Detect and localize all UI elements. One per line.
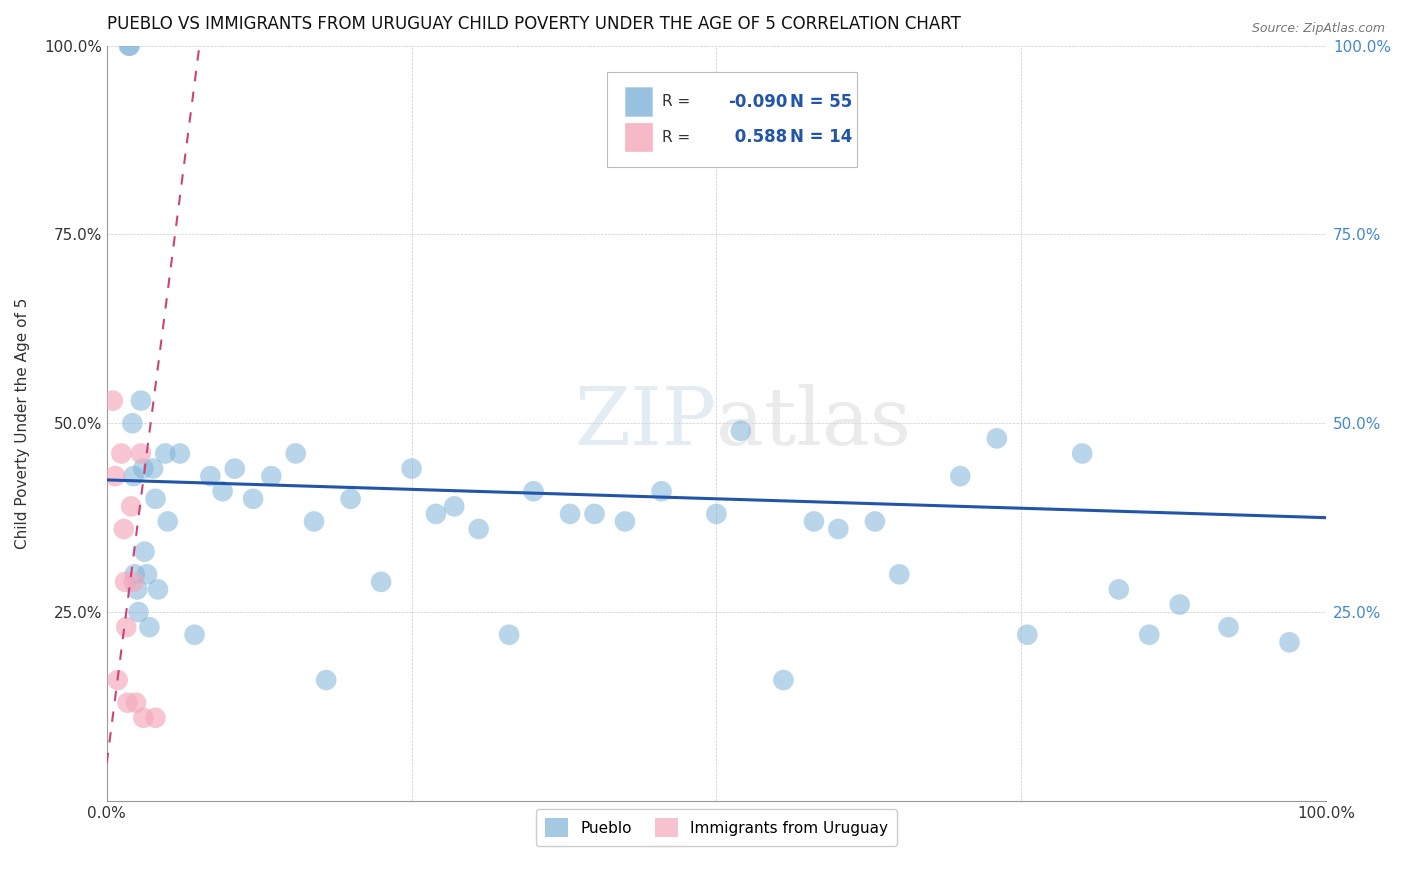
Point: [114, 574, 136, 589]
Point: [772, 673, 794, 687]
Point: [583, 507, 606, 521]
Point: [112, 522, 135, 536]
Point: [706, 507, 728, 521]
Point: [613, 515, 636, 529]
Point: [169, 446, 191, 460]
Point: [183, 628, 205, 642]
Point: [121, 417, 143, 431]
Point: [260, 469, 283, 483]
Point: [730, 424, 752, 438]
Text: R =: R =: [662, 94, 695, 109]
Point: [117, 696, 139, 710]
Point: [127, 605, 149, 619]
Point: [146, 582, 169, 597]
FancyBboxPatch shape: [624, 123, 652, 152]
Point: [558, 507, 581, 521]
Point: [101, 393, 124, 408]
Point: [211, 484, 233, 499]
Point: [155, 446, 177, 460]
Point: [124, 567, 146, 582]
Point: [127, 582, 149, 597]
Point: [136, 567, 159, 582]
Point: [122, 574, 145, 589]
Point: [242, 491, 264, 506]
Point: [425, 507, 447, 521]
Point: [200, 469, 222, 483]
Point: [224, 461, 246, 475]
Point: [339, 491, 361, 506]
Point: [1071, 446, 1094, 460]
FancyBboxPatch shape: [624, 87, 652, 116]
Text: N = 55: N = 55: [790, 93, 852, 111]
Point: [1108, 582, 1130, 597]
Point: [156, 515, 179, 529]
Point: [125, 696, 148, 710]
Point: [1137, 628, 1160, 642]
Point: [1218, 620, 1240, 634]
Point: [498, 628, 520, 642]
Point: [370, 574, 392, 589]
Legend: Pueblo, Immigrants from Uruguay: Pueblo, Immigrants from Uruguay: [536, 809, 897, 847]
Point: [145, 491, 167, 506]
Point: [134, 544, 156, 558]
Point: [651, 484, 673, 499]
Point: [986, 431, 1008, 445]
Text: Source: ZipAtlas.com: Source: ZipAtlas.com: [1251, 22, 1385, 36]
Text: R =: R =: [662, 129, 695, 145]
Point: [145, 711, 167, 725]
Point: [803, 515, 825, 529]
Point: [443, 500, 465, 514]
Point: [467, 522, 489, 536]
Point: [315, 673, 337, 687]
Point: [284, 446, 307, 460]
Point: [827, 522, 849, 536]
Point: [863, 515, 886, 529]
Point: [115, 620, 138, 634]
Text: PUEBLO VS IMMIGRANTS FROM URUGUAY CHILD POVERTY UNDER THE AGE OF 5 CORRELATION C: PUEBLO VS IMMIGRANTS FROM URUGUAY CHILD …: [107, 15, 960, 33]
Point: [129, 446, 152, 460]
Point: [122, 469, 145, 483]
FancyBboxPatch shape: [606, 72, 856, 167]
Point: [302, 515, 325, 529]
Point: [104, 469, 127, 483]
Point: [1278, 635, 1301, 649]
Point: [132, 711, 155, 725]
Point: [889, 567, 911, 582]
Point: [132, 461, 155, 475]
Point: [118, 38, 141, 53]
Point: [118, 38, 141, 53]
Text: 0.588: 0.588: [728, 128, 787, 146]
Y-axis label: Child Poverty Under the Age of 5: Child Poverty Under the Age of 5: [15, 298, 30, 549]
Point: [120, 500, 142, 514]
Point: [522, 484, 544, 499]
Point: [138, 620, 160, 634]
Point: [949, 469, 972, 483]
Text: N = 14: N = 14: [790, 128, 852, 146]
Point: [1168, 598, 1191, 612]
Point: [129, 393, 152, 408]
Point: [1017, 628, 1039, 642]
Point: [110, 446, 132, 460]
Point: [401, 461, 423, 475]
Text: atlas: atlas: [717, 384, 911, 462]
Point: [142, 461, 165, 475]
Point: [107, 673, 129, 687]
Text: -0.090: -0.090: [728, 93, 787, 111]
Text: ZIP: ZIP: [575, 384, 717, 462]
